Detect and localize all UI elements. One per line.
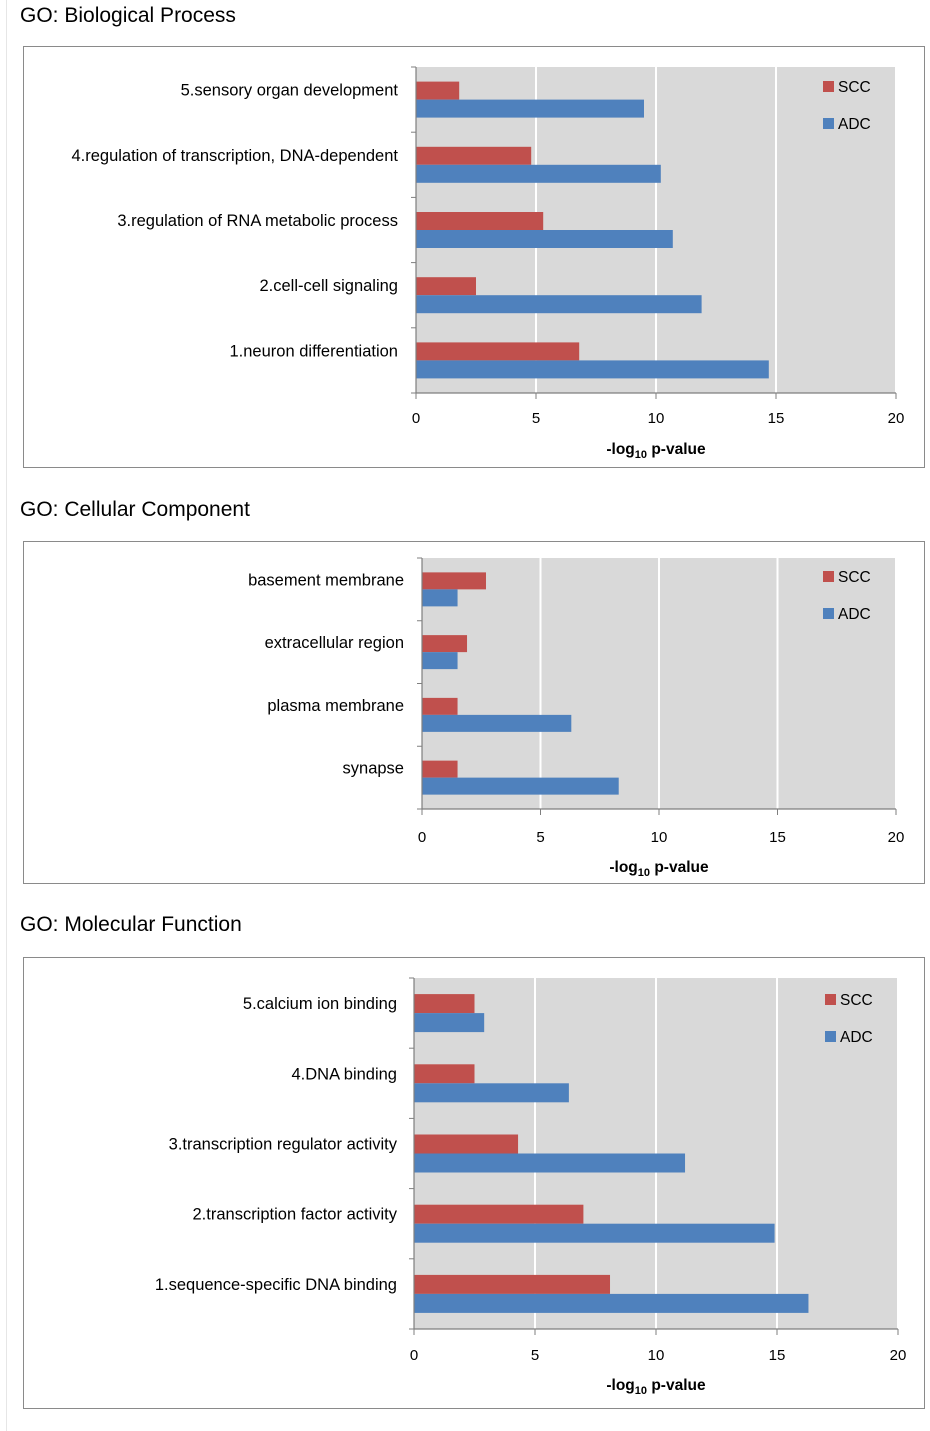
bar-scc (414, 1204, 584, 1224)
category-label: 1.neuron differentiation (230, 342, 399, 360)
legend-label-adc: ADC (840, 1029, 873, 1046)
x-tick-label: 20 (888, 410, 905, 427)
x-tick-label: 5 (532, 410, 540, 427)
bar-adc (414, 1013, 485, 1033)
x-tick-label: 20 (890, 1347, 907, 1364)
bar-adc (416, 164, 661, 183)
legend-label-adc: ADC (838, 606, 871, 623)
legend-swatch-adc (823, 118, 834, 129)
category-label: extracellular region (265, 634, 404, 652)
chart-title-cellular-component: GO: Cellular Component (20, 498, 250, 521)
legend-swatch-adc (823, 608, 834, 619)
legend-swatch-scc (825, 994, 836, 1005)
category-label: 4.DNA binding (292, 1065, 398, 1083)
category-label: 3.regulation of RNA metabolic process (117, 212, 398, 230)
x-tick-label: 0 (412, 410, 420, 427)
x-tick-label: 20 (888, 829, 905, 846)
bar-adc (416, 230, 673, 248)
chart-svg-molecular-function: 5.calcium ion binding 4.DNA binding 3.tran… (155, 977, 907, 1397)
x-tick-label: 5 (536, 829, 544, 846)
x-tick-label: 0 (410, 1347, 418, 1364)
category-label: 3.transcription regulator activity (169, 1136, 398, 1154)
x-tick-label: 15 (769, 1347, 786, 1364)
legend-swatch-adc (825, 1031, 836, 1042)
legend-label-adc: ADC (838, 116, 871, 133)
category-label: 2.transcription factor activity (193, 1206, 398, 1224)
bar-adc (414, 1153, 686, 1173)
legend-swatch-scc (823, 81, 834, 92)
category-label: 4.regulation of transcription, DNA-depen… (71, 147, 398, 165)
chart-biological-process: 5.sensory organ development 4.regulation … (23, 46, 925, 468)
bar-scc (414, 1134, 519, 1154)
bar-scc (414, 1274, 611, 1294)
bar-adc (422, 777, 619, 795)
category-label: basement membrane (248, 571, 404, 589)
category-label: 2.cell-cell signaling (260, 277, 399, 295)
bar-adc (422, 652, 458, 670)
x-tick-label: 10 (648, 1347, 665, 1364)
category-label: synapse (343, 760, 404, 778)
bar-scc (422, 635, 468, 653)
x-tick-label: 5 (531, 1347, 539, 1364)
chart-molecular-function: 5.calcium ion binding 4.DNA binding 3.tran… (23, 957, 925, 1409)
category-label: 5.calcium ion binding (243, 995, 397, 1013)
bar-scc (414, 1064, 475, 1084)
bar-scc (414, 994, 475, 1014)
bar-scc (416, 81, 460, 100)
category-label: plasma membrane (267, 697, 404, 715)
bar-scc (416, 146, 532, 165)
x-tick-label: 15 (768, 410, 785, 427)
bar-scc (416, 342, 580, 361)
bar-adc (414, 1223, 775, 1243)
x-axis-title: -log10 p-value (606, 441, 706, 461)
legend-label-scc: SCC (838, 79, 871, 96)
chart-title-biological-process: GO: Biological Process (20, 4, 236, 27)
x-tick-label: 0 (418, 829, 426, 846)
bar-scc (422, 572, 486, 590)
bar-scc (416, 212, 544, 230)
bar-adc (416, 99, 644, 118)
bar-adc (416, 360, 769, 379)
x-tick-label: 15 (769, 829, 786, 846)
x-tick-label: 10 (648, 410, 665, 427)
chart-svg-biological-process: 5.sensory organ development 4.regulation … (71, 66, 905, 461)
legend-label-scc: SCC (838, 569, 871, 586)
legend-swatch-scc (823, 571, 834, 582)
bar-scc (416, 277, 476, 296)
chart-svg-cellular-component: basement membrane extracellular region pla… (248, 557, 905, 879)
legend-label-scc: SCC (840, 992, 873, 1009)
bar-adc (422, 714, 572, 732)
page-left-rule (6, 0, 7, 1431)
bar-scc (422, 760, 458, 778)
bar-scc (422, 697, 458, 715)
bar-adc (422, 589, 458, 607)
x-axis-title: -log10 p-value (609, 859, 709, 879)
category-label: 1.sequence-specific DNA binding (155, 1276, 397, 1294)
x-tick-label: 10 (651, 829, 668, 846)
chart-cellular-component: basement membrane extracellular region pla… (23, 541, 925, 884)
bar-adc (414, 1083, 569, 1103)
category-label: 5.sensory organ development (181, 82, 399, 100)
x-axis-title: -log10 p-value (606, 1377, 706, 1397)
bar-adc (414, 1293, 809, 1313)
bar-adc (416, 295, 702, 314)
chart-title-molecular-function: GO: Molecular Function (20, 913, 242, 936)
